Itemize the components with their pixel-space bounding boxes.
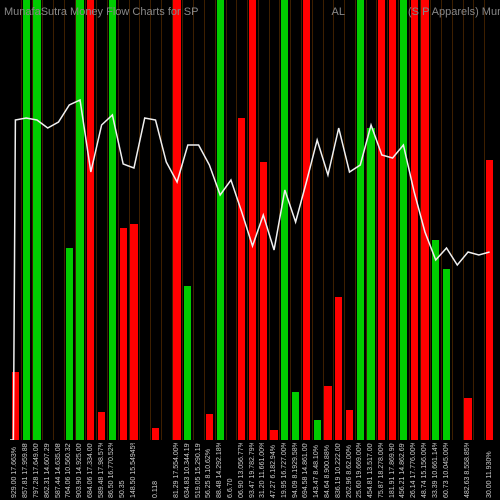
x-axis-label: 836.19 10.222.00% bbox=[335, 443, 342, 498]
x-axis-label: 50.35 bbox=[119, 443, 126, 498]
header-mid: AL bbox=[331, 6, 344, 18]
x-axis-label: 634.83 10.344.19% bbox=[184, 443, 191, 498]
x-axis-label: 694.58 14.861.00% bbox=[302, 443, 309, 498]
x-axis-label: 75.87 18.278.00% bbox=[378, 443, 385, 498]
chart-header: MunafaSutra Money Flow Charts for SP AL … bbox=[0, 6, 500, 18]
x-axis-label: 143.47 8.48.10% bbox=[313, 443, 320, 498]
x-axis-label: 94.09 8.1929.58% bbox=[292, 443, 299, 498]
x-axis-label: 56.25 8.10.62% bbox=[205, 443, 212, 498]
x-axis-label: 684.06 17.334.00% bbox=[87, 443, 94, 498]
x-axis-label: 587.44 14.635.08% bbox=[55, 443, 62, 498]
x-axis-label: 86.50 16.770.52% bbox=[108, 443, 115, 498]
x-axis-label: 88.48 14.292.18% bbox=[216, 443, 223, 498]
x-axis-label: 93.47 19.782.79% bbox=[249, 443, 256, 498]
x-axis-label: 262.96 8.62.00% bbox=[346, 443, 353, 498]
x-axis-label: 30.00 11.930% bbox=[486, 443, 493, 498]
x-axis-label: 6.6.70 bbox=[227, 443, 234, 498]
x-axis-label: 33.39 10.661.14% bbox=[432, 443, 439, 498]
header-right: (S P Apparels) MunafaSutra.com bbox=[408, 6, 500, 18]
x-axis-label: 181.91 17.869.90% bbox=[389, 443, 396, 498]
price-line bbox=[10, 0, 495, 440]
x-axis-label: 0.118 bbox=[152, 443, 159, 498]
x-axis-label: 60.73 10.045.00% bbox=[443, 443, 450, 498]
header-left: MunafaSutra Money Flow Charts for SP bbox=[4, 6, 198, 18]
x-axis-label: 19.95 16.727.00% bbox=[281, 443, 288, 498]
x-axis-label: 48.74 15.156.00% bbox=[421, 443, 428, 498]
x-axis-label: 454.81 13.517.00% bbox=[367, 443, 374, 498]
x-axis-label: 862.31 14.607.29% bbox=[44, 443, 51, 498]
chart-container: MunafaSutra Money Flow Charts for SP AL … bbox=[0, 0, 500, 500]
x-axis-label: 482.63 8.558.85% bbox=[464, 443, 471, 498]
x-axis-label: 519.05 15.290.19% bbox=[195, 443, 202, 498]
money-flow-chart bbox=[10, 0, 495, 440]
x-axis-label: 47.27 6.182.94% bbox=[270, 443, 277, 498]
x-axis-label: 589.48 17.98.57% bbox=[98, 443, 105, 498]
x-axis-label: 06.90 13.056.77% bbox=[238, 443, 245, 498]
x-axis-label: 81.29 17.554.00% bbox=[173, 443, 180, 498]
x-axis-label: 26.14 17.776.00% bbox=[410, 443, 417, 498]
x-axis-label: 456.21 14.862.69% bbox=[399, 443, 406, 498]
x-axis-label: 764.06 10.560.32% bbox=[65, 443, 72, 498]
x-axis-label: 148.50 15.54945% bbox=[130, 443, 137, 498]
x-axis-label: 929.00 17.663% bbox=[11, 443, 18, 498]
x-axis-label: 903.90 14.925.00% bbox=[76, 443, 83, 498]
x-axis-label: 84.64 8.900.88% bbox=[324, 443, 331, 498]
x-axis-label: 31.20 11.661.00% bbox=[259, 443, 266, 498]
x-axis-label: 25.60 19.669.00% bbox=[356, 443, 363, 498]
x-axis-label: 857.81 17.959.88% bbox=[22, 443, 29, 498]
x-axis-label: 797.28 17.649.00% bbox=[33, 443, 40, 498]
